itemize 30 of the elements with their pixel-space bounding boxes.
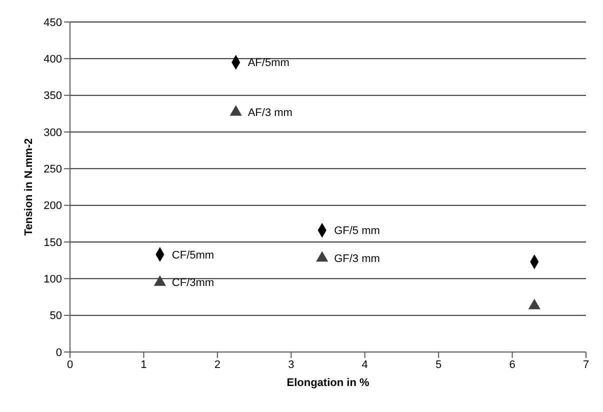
point: [154, 275, 166, 286]
x-tick-label: 6: [509, 358, 516, 371]
y-tick-label: 400: [44, 54, 62, 66]
y-tick-label: 350: [44, 90, 62, 102]
y-tick-label: 450: [44, 16, 62, 29]
x-tick-label: 0: [66, 358, 74, 371]
y-tick-label: 0: [56, 346, 62, 359]
annotation: CF/3mm: [172, 277, 214, 290]
y-axis-title: Tension in N.mm-2: [22, 138, 35, 236]
x-tick-label: 7: [582, 358, 590, 371]
annotation: GF/5 mm: [334, 225, 380, 238]
y-tick-label: 250: [44, 164, 62, 176]
y-tick-label: 300: [44, 126, 62, 139]
annotation: AF/5mm: [248, 57, 290, 70]
x-tick-label: 3: [288, 358, 294, 371]
annotation: GF/3 mm: [334, 253, 380, 266]
x-tick-label: 5: [436, 358, 442, 371]
point: [316, 251, 328, 262]
point: [230, 105, 242, 116]
x-tick-label: 1: [140, 358, 147, 371]
x-tick-label: 4: [362, 358, 368, 371]
annotation: AF/3 mm: [248, 107, 292, 120]
point: [528, 298, 540, 310]
y-tick-label: 100: [44, 274, 62, 286]
y-tick-label: 150: [44, 236, 62, 249]
annotation: CF/5mm: [172, 249, 214, 262]
x-tick-label: 2: [214, 358, 220, 371]
x-axis-title: Elongation in %: [286, 377, 370, 389]
y-tick-label: 200: [44, 200, 62, 212]
y-tick-label: 50: [50, 310, 62, 322]
